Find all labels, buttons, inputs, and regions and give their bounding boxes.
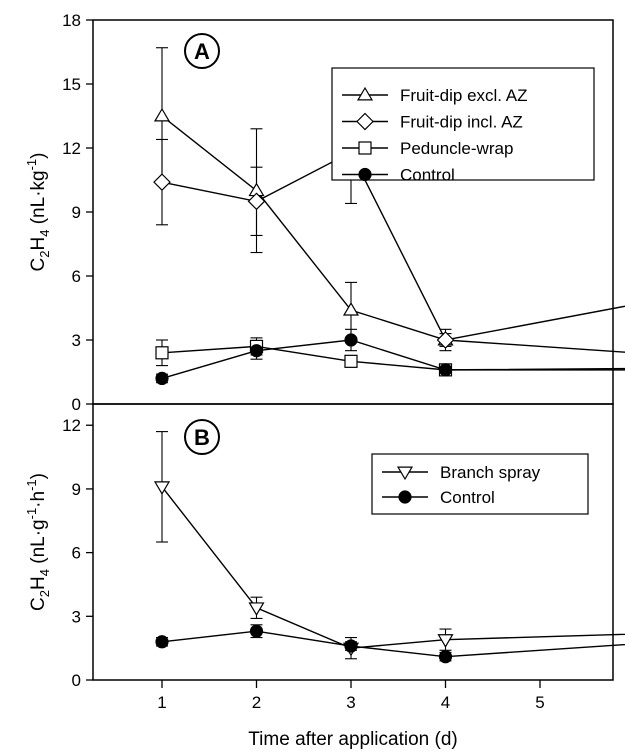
y-tick-label-0: 12 [62, 139, 81, 158]
x-tick-label: 4 [441, 693, 450, 712]
data-point-1-0 [248, 602, 265, 616]
y-tick-label-1: 0 [72, 671, 81, 690]
data-point-0-0 [342, 301, 360, 316]
panel-a-label-circle [184, 33, 220, 69]
panel-b-label-circle [184, 419, 220, 455]
legend-b-frame [371, 453, 589, 515]
series-line-0-3 [161, 339, 625, 380]
data-point-1-1 [438, 650, 453, 664]
y-tick-label-0: 6 [72, 267, 81, 286]
y-tick-label-0: 9 [72, 203, 81, 222]
legend-marker-0-2 [358, 141, 372, 155]
data-point-1-0 [153, 481, 171, 495]
panel-a-y-axis-label: C2H4 (nL·kg-1) [24, 153, 52, 272]
y-tick-label-1: 12 [62, 416, 81, 435]
legend-label-0-1: Fruit-dip incl. AZ [400, 113, 523, 132]
data-point-0-0 [153, 107, 171, 122]
y-tick-label-1: 9 [72, 480, 81, 499]
x-axis: 1234567 [157, 680, 545, 712]
data-point-0-2 [344, 354, 358, 368]
x-axis-label: Time after application (d) [248, 729, 457, 750]
panel-b-label-text: B [194, 425, 210, 450]
y-tick-label-1: 6 [72, 544, 81, 563]
y-tick-label-0: 3 [72, 331, 81, 350]
panel-a-label-text: A [194, 39, 210, 64]
x-tick-label: 1 [157, 693, 166, 712]
data-point-1-1 [344, 639, 358, 653]
legend-marker-0-0 [356, 86, 374, 101]
data-point-0-1 [153, 173, 171, 191]
y-tick-label-0: 0 [72, 395, 81, 414]
legend-b: Branch spray Control [371, 453, 589, 515]
data-point-0-3 [438, 363, 453, 377]
panel-b-frame [92, 403, 614, 681]
data-point-0-1 [247, 192, 266, 211]
panel-a-plot: 0 3 6 9 12 15 18 [62, 11, 625, 414]
data-point-1-0 [437, 634, 454, 648]
legend-label-0-0: Fruit-dip excl. AZ [400, 86, 528, 105]
panel-b-label: B [184, 419, 220, 455]
legend-label-0-3: Control [400, 166, 455, 185]
panel-a-label: A [184, 33, 220, 69]
data-point-1-1 [155, 635, 169, 649]
legend-label-0-2: Peduncle-wrap [400, 139, 513, 158]
panel-b-plot: 0 3 6 9 12 [62, 416, 625, 690]
legend-marker-0-3 [358, 167, 372, 182]
x-tick-label: 3 [346, 693, 355, 712]
legend-marker-1-1 [398, 490, 412, 504]
legend-marker-1-0 [396, 466, 414, 481]
y-tick-label-0: 15 [62, 75, 81, 94]
legend-label-1-1: Control [440, 488, 495, 507]
panel-b-y-axis-label: C2H4 (nL·g-1·h-1) [24, 473, 52, 611]
legend-marker-0-1 [356, 112, 374, 131]
y-tick-label-1: 3 [72, 607, 81, 626]
x-tick-label: 5 [535, 693, 544, 712]
legend-label-1-0: Branch spray [440, 463, 541, 482]
data-point-0-2 [155, 346, 169, 360]
panel-b: 0 3 6 9 12 B Branch spray Control C2H4 (nL·g-… [24, 403, 625, 690]
data-point-0-3 [155, 371, 169, 385]
data-point-0-1 [436, 331, 455, 349]
data-point-0-3 [249, 344, 264, 358]
data-point-0-3 [344, 333, 358, 347]
y-tick-label-0: 18 [62, 11, 81, 30]
legend-a-frame [331, 67, 595, 181]
legend-a: Fruit-dip excl. AZ Fruit-dip incl. AZ Pedu… [331, 67, 595, 185]
data-point-1-1 [249, 624, 264, 638]
x-tick-label: 2 [252, 693, 261, 712]
